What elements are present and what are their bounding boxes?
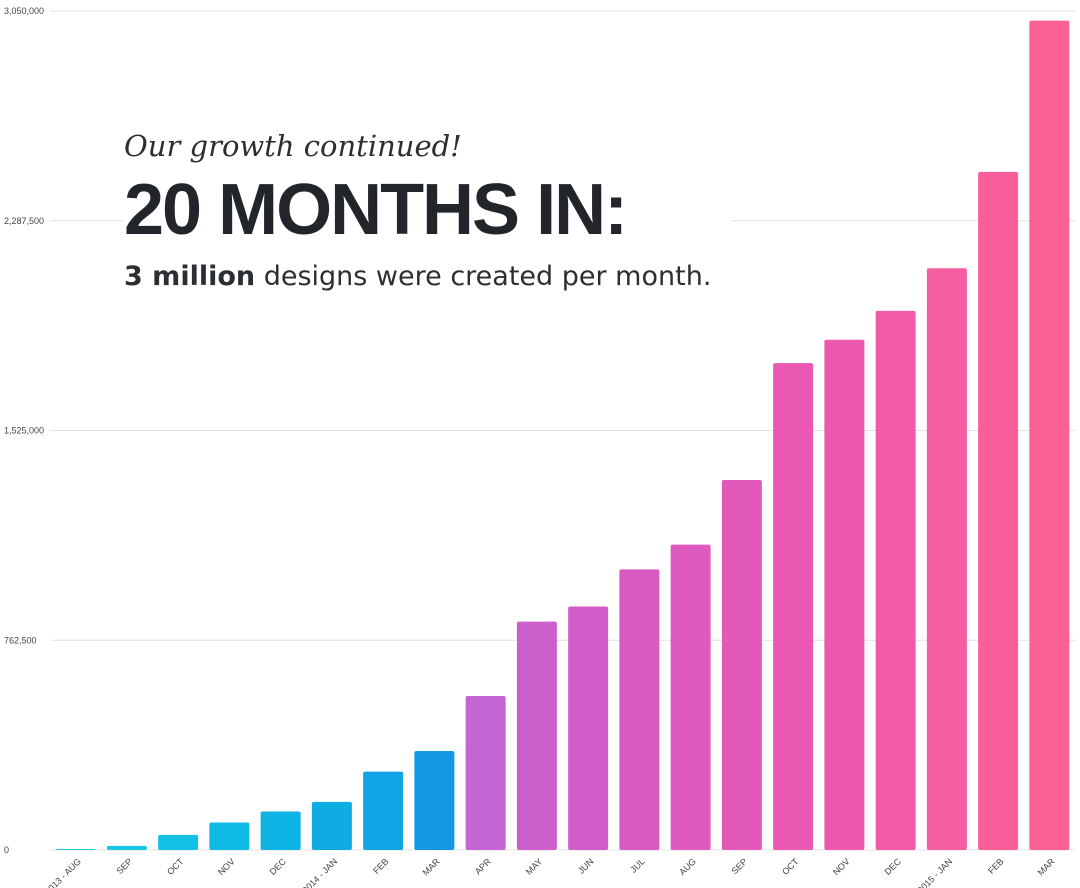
bar [209,822,250,850]
x-tick-label: OCT [165,856,186,877]
bar [516,621,557,850]
x-tick-label: JUL [628,856,646,874]
x-axis-category-labels: 2013 - AUG SEP OCT NOV DEC 2014 - JAN FEB MAR AP… [43,856,1057,888]
x-tick-label: 2013 - AUG [43,856,83,888]
headline-subtitle-rest: designs were created per month. [255,261,712,292]
headline-block: Our growth continued! 20 MONTHS IN: 3 mi… [124,122,732,304]
bar [414,750,455,850]
y-axis-tick-labels: 0 762,500 1,525,000 2,287,500 3,050,000 [4,6,44,855]
bar [106,845,147,850]
x-tick-label: AUG [677,856,698,877]
x-tick-label: DEC [268,856,289,877]
bar [1029,20,1070,850]
bars [55,20,1070,850]
bar [926,268,967,850]
y-tick-label: 3,050,000 [4,6,44,16]
bar [568,606,609,850]
y-tick-label: 1,525,000 [4,426,44,436]
y-tick-label: 0 [4,845,9,855]
x-tick-label: JUN [576,856,595,875]
x-tick-label: 2015 - JAN [915,856,954,888]
x-tick-label: MAR [1036,856,1058,878]
bar [158,834,199,850]
x-tick-label: MAY [524,856,544,876]
y-tick-label: 2,287,500 [4,216,44,226]
x-tick-label: FEB [986,856,1005,875]
y-tick-label: 762,500 [4,635,37,645]
x-tick-label: MAR [421,856,443,878]
headline-title: 20 MONTHS IN: [124,170,628,250]
bar [260,811,301,850]
bar [311,801,352,850]
x-tick-label: FEB [371,856,390,875]
bar [55,849,96,850]
bar [773,363,814,850]
bar [978,171,1019,850]
x-tick-label: OCT [780,856,801,877]
x-tick-label: SEP [114,856,134,876]
bar [824,339,865,850]
bar [670,544,711,850]
headline-tagline: Our growth continued! [124,129,462,163]
bar [721,480,762,850]
headline-subtitle-bold: 3 million [124,261,256,292]
x-tick-label: 2014 - JAN [300,856,339,888]
x-tick-label: NOV [216,856,237,877]
x-tick-label: DEC [883,856,904,877]
bar [465,695,506,850]
x-tick-label: NOV [831,856,852,877]
bar [875,310,916,850]
x-tick-label: APR [473,856,494,877]
headline-subtitle: 3 million designs were created per month… [124,258,711,296]
bar [363,771,404,850]
x-tick-label: SEP [729,856,749,876]
bar [619,569,660,850]
